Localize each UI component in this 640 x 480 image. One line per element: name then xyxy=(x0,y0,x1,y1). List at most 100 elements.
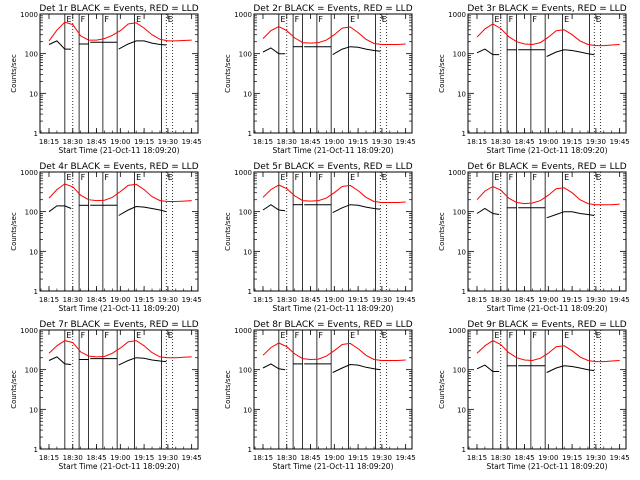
x-tick-label: 18:45 xyxy=(300,138,320,146)
plot-frame xyxy=(39,13,199,134)
x-tick-label: 18:30 xyxy=(491,138,511,146)
x-tick-label: 19:45 xyxy=(396,454,416,462)
x-tick-label: 18:45 xyxy=(86,296,106,304)
detector-panel: Det 6r BLACK = Events, RED = LLD 1 10 100 10… xyxy=(438,162,630,313)
x-tick-label: 18:30 xyxy=(491,296,511,304)
y-tick-label: 1000 xyxy=(448,327,466,335)
marker-label: E xyxy=(280,331,285,340)
plot-frame xyxy=(467,329,627,450)
plot-frame xyxy=(467,13,627,134)
x-tick-label: 18:30 xyxy=(63,454,83,462)
panel-title: Det 2r BLACK = Events, RED = LLD xyxy=(253,4,412,14)
y-axis-label: Counts/sec xyxy=(10,212,18,251)
marker-label: F xyxy=(318,15,323,24)
y-tick-label: 1 xyxy=(462,130,466,138)
y-tick-label: 1 xyxy=(462,288,466,296)
events-series-line xyxy=(118,205,167,216)
x-tick-label: 19:30 xyxy=(586,296,606,304)
detector-panel: Det 9r BLACK = Events, RED = LLD 1 10 100 10… xyxy=(438,320,630,471)
y-tick-label: 1 xyxy=(34,446,38,454)
y-axis-label: Counts/sec xyxy=(438,212,446,251)
y-tick-label: 100 xyxy=(239,367,252,375)
x-tick-label: 19:00 xyxy=(110,296,130,304)
plot-frame xyxy=(467,171,627,292)
x-tick-label: 19:15 xyxy=(562,138,582,146)
marker-label: F xyxy=(104,331,109,340)
events-series-line xyxy=(476,207,500,215)
detector-panel: Det 1r BLACK = Events, RED = LLD 1 10 100 10… xyxy=(10,4,202,155)
events-series-line xyxy=(118,357,167,366)
x-tick-label: 19:45 xyxy=(396,138,416,146)
plot-frame xyxy=(253,329,413,450)
x-tick-label: 19:45 xyxy=(182,454,202,462)
events-series-line xyxy=(262,363,286,371)
x-tick-label: 18:15 xyxy=(39,138,59,146)
detector-panel: Det 3r BLACK = Events, RED = LLD 1 10 100 10… xyxy=(438,4,630,155)
y-tick-label: 1 xyxy=(248,130,252,138)
x-tick-label: 19:30 xyxy=(586,454,606,462)
x-tick-label: 19:45 xyxy=(610,138,630,146)
y-axis-label: Counts/sec xyxy=(10,370,18,409)
events-series-line xyxy=(262,204,286,212)
y-tick-label: 10 xyxy=(457,248,466,256)
lld-series-line xyxy=(476,23,620,47)
x-tick-label: 18:15 xyxy=(253,454,273,462)
marker-label: F xyxy=(295,15,300,24)
x-tick-label: 18:30 xyxy=(491,454,511,462)
x-tick-label: 18:45 xyxy=(86,138,106,146)
marker-label: E xyxy=(382,331,387,340)
x-tick-label: 19:15 xyxy=(348,454,368,462)
marker-label: E xyxy=(66,173,71,182)
marker-label: E xyxy=(280,15,285,24)
events-series-line xyxy=(332,46,381,56)
x-tick-label: 18:15 xyxy=(467,296,487,304)
lld-series-line xyxy=(48,183,192,202)
x-tick-label: 19:30 xyxy=(372,138,392,146)
y-tick-label: 100 xyxy=(25,51,38,59)
y-tick-label: 10 xyxy=(243,406,252,414)
marker-label: F xyxy=(295,331,300,340)
x-tick-label: 19:45 xyxy=(182,296,202,304)
x-tick-label: 18:45 xyxy=(514,454,534,462)
x-axis-label: Start Time (21-Oct-11 18:09:20) xyxy=(486,304,607,313)
x-tick-label: 19:15 xyxy=(348,138,368,146)
x-tick-label: 18:45 xyxy=(300,454,320,462)
x-axis-label: Start Time (21-Oct-11 18:09:20) xyxy=(58,146,179,155)
y-tick-label: 100 xyxy=(453,51,466,59)
detector-panel: Det 8r BLACK = Events, RED = LLD 1 10 100 10… xyxy=(224,320,416,471)
marker-label: F xyxy=(104,15,109,24)
plot-frame xyxy=(39,171,199,292)
marker-label: F xyxy=(81,15,86,24)
marker-label: E xyxy=(168,173,173,182)
y-tick-label: 1000 xyxy=(20,327,38,335)
x-tick-label: 18:45 xyxy=(86,454,106,462)
events-series-line xyxy=(476,364,500,372)
y-tick-label: 1000 xyxy=(234,11,252,19)
x-tick-label: 18:15 xyxy=(467,138,487,146)
x-tick-label: 19:00 xyxy=(538,138,558,146)
panel-title: Det 7r BLACK = Events, RED = LLD xyxy=(39,320,198,330)
marker-label: E xyxy=(564,15,569,24)
marker-label: E xyxy=(596,173,601,182)
x-tick-label: 19:15 xyxy=(562,296,582,304)
marker-label: F xyxy=(509,15,514,24)
y-tick-label: 10 xyxy=(457,90,466,98)
x-tick-label: 19:15 xyxy=(134,454,154,462)
x-tick-label: 19:15 xyxy=(348,296,368,304)
y-tick-label: 10 xyxy=(243,248,252,256)
y-axis-label: Counts/sec xyxy=(438,370,446,409)
marker-label: E xyxy=(350,173,355,182)
x-tick-label: 18:15 xyxy=(253,296,273,304)
marker-label: F xyxy=(509,173,514,182)
x-axis-label: Start Time (21-Oct-11 18:09:20) xyxy=(486,146,607,155)
marker-label: E xyxy=(136,331,141,340)
panel-title: Det 9r BLACK = Events, RED = LLD xyxy=(467,320,626,330)
marker-label: E xyxy=(136,173,141,182)
events-series-line xyxy=(546,211,595,219)
x-tick-label: 19:00 xyxy=(110,138,130,146)
x-tick-label: 19:30 xyxy=(158,138,178,146)
y-tick-label: 1 xyxy=(34,288,38,296)
lld-series-line xyxy=(48,21,192,42)
x-axis-label: Start Time (21-Oct-11 18:09:20) xyxy=(58,304,179,313)
x-axis-label: Start Time (21-Oct-11 18:09:20) xyxy=(486,462,607,471)
